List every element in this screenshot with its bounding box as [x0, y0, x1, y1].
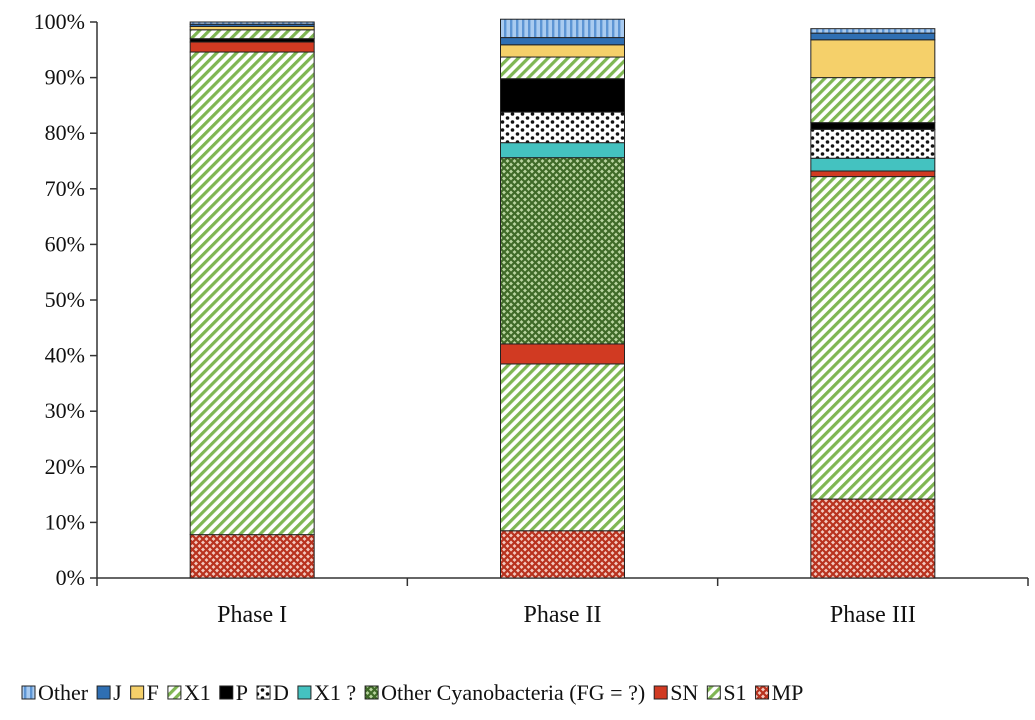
bar-segment-s1-phase-i	[189, 51, 315, 536]
legend-label: S1	[723, 680, 746, 705]
legend-item-f: F	[130, 680, 159, 705]
legend-swatch	[256, 685, 271, 700]
legend-label: SN	[670, 680, 698, 705]
bar-segment-d-phase-iii	[810, 128, 936, 159]
bar-segment-mp-phase-iii	[810, 498, 936, 579]
bar-segment-p-phase-iii	[810, 122, 936, 130]
bar-segment-d-phase-ii	[500, 111, 625, 144]
legend-item-d: D	[256, 680, 289, 705]
bar-segment-x1-phase-ii	[500, 142, 625, 159]
legend-label: F	[147, 680, 159, 705]
bar-segment-f-phase-iii	[810, 39, 936, 79]
legend-item-other-cyanobacteria-fg: Other Cyanobacteria (FG = ?)	[364, 680, 645, 705]
y-tick-label: 100%	[34, 9, 85, 34]
bar-segment-s1-phase-iii	[810, 176, 936, 500]
y-tick-label: 10%	[45, 509, 85, 534]
bar-segment-x1-phase-ii	[500, 56, 625, 80]
y-tick-label: 70%	[45, 176, 85, 201]
category-label-phase-i: Phase I	[217, 602, 287, 628]
bar-segment-mp-phase-i	[189, 534, 315, 579]
legend-label: D	[273, 680, 289, 705]
bar-segment-x1-phase-iii	[810, 77, 936, 124]
legend-item-other: Other	[21, 680, 89, 705]
bar-segment-sn-phase-iii	[810, 170, 936, 178]
bar-segment-f-phase-ii	[500, 44, 625, 58]
bar-segment-f-phase-i	[189, 25, 315, 31]
legend-label: MP	[772, 680, 804, 705]
y-tick-label: 30%	[45, 398, 85, 423]
legend-swatch	[706, 685, 721, 700]
bar-segment-other-cyanobacteria-fg-phase-ii	[500, 157, 625, 345]
bar-segment-other-phase-i	[189, 21, 315, 25]
legend-item-mp: MP	[755, 680, 804, 705]
y-tick-label: 80%	[45, 120, 85, 145]
legend-item-sn: SN	[653, 680, 698, 705]
legend-swatch	[21, 685, 36, 700]
legend-label: X1	[184, 680, 211, 705]
legend: Other J F X1 P D X1 ? Other Cyanobacteria (FG =…	[21, 680, 804, 705]
bar-segment-sn-phase-ii	[500, 343, 625, 365]
legend-label: Other Cyanobacteria (FG = ?)	[381, 680, 645, 705]
legend-label: X1 ?	[314, 680, 356, 705]
legend-swatch	[653, 685, 668, 700]
y-tick-label: 60%	[45, 231, 85, 256]
legend-label: J	[113, 680, 122, 705]
bar-segment-sn-phase-i	[189, 41, 315, 53]
legend-swatch	[130, 685, 145, 700]
y-tick-label: 90%	[45, 65, 85, 90]
bar-segment-mp-phase-ii	[500, 530, 625, 579]
legend-swatch	[219, 685, 234, 700]
legend-swatch	[167, 685, 182, 700]
category-label-phase-ii: Phase II	[524, 602, 602, 628]
category-label-phase-iii: Phase III	[830, 602, 916, 628]
legend-swatch	[297, 685, 312, 700]
legend-swatch	[755, 685, 770, 700]
legend-item-x1: X1 ?	[297, 680, 356, 705]
legend-item-x1: X1	[167, 680, 211, 705]
bar-segment-j-phase-ii	[500, 37, 625, 46]
legend-label: Other	[38, 680, 89, 705]
y-tick-label: 50%	[45, 287, 85, 312]
y-tick-label: 40%	[45, 343, 85, 368]
bar-segment-x1-phase-i	[189, 29, 315, 40]
y-tick-label: 0%	[56, 565, 85, 590]
legend-swatch	[364, 685, 379, 700]
bar-segment-j-phase-iii	[810, 32, 936, 41]
bar-segment-other-phase-iii	[810, 28, 936, 34]
bar-segment-x1-phase-iii	[810, 157, 936, 172]
legend-swatch	[96, 685, 111, 700]
y-tick-label: 20%	[45, 454, 85, 479]
bar-segment-p-phase-ii	[500, 78, 625, 113]
legend-item-p: P	[219, 680, 248, 705]
bars	[189, 18, 936, 579]
bar-segment-s1-phase-ii	[500, 363, 625, 532]
bar-segment-p-phase-i	[189, 38, 315, 43]
legend-label: P	[236, 680, 248, 705]
legend-item-s1: S1	[706, 680, 747, 705]
legend-item-j: J	[96, 680, 122, 705]
bar-segment-other-phase-ii	[500, 18, 625, 39]
